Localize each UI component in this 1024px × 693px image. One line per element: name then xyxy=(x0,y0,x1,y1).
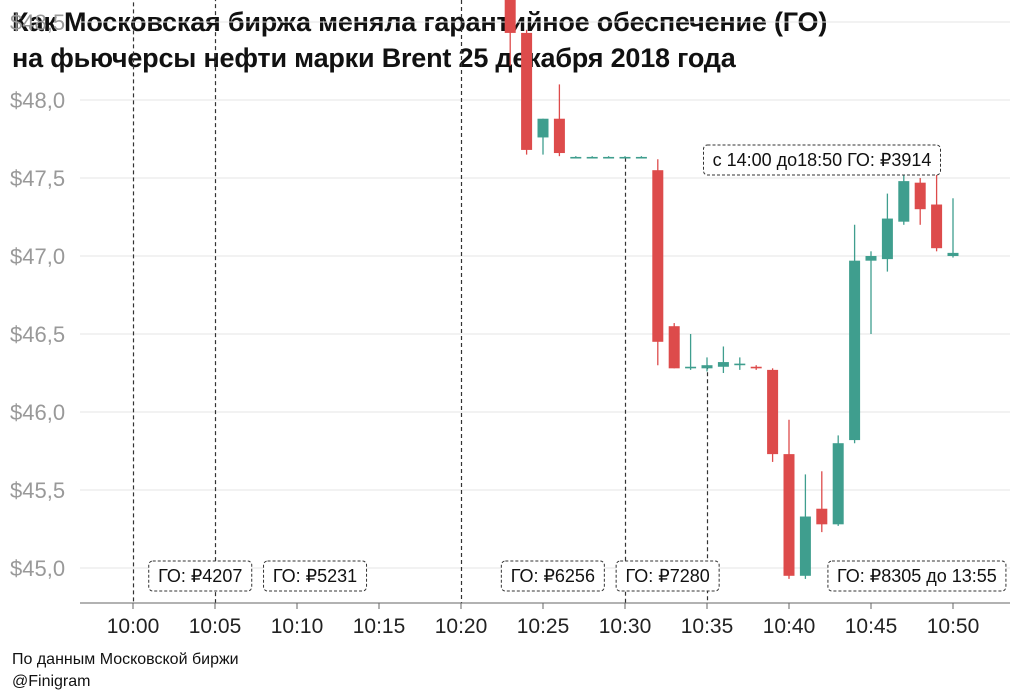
y-tick-label: $48,5 xyxy=(10,10,65,35)
x-tick-label: 10:30 xyxy=(599,615,652,638)
source-note: По данным Московской биржи @Finigram xyxy=(12,649,239,693)
candle xyxy=(603,156,615,159)
margin-label-text: ГО: ₽7280 xyxy=(626,566,710,586)
x-tick-label: 10:45 xyxy=(845,615,898,638)
top-note-label-text: с 14:00 до18:50 ГО: ₽3914 xyxy=(713,150,932,170)
candle-body xyxy=(865,256,877,261)
candle-body xyxy=(504,0,516,33)
candle-body xyxy=(799,516,811,576)
candles xyxy=(504,0,959,579)
x-tick-label: 10:10 xyxy=(271,615,324,638)
candle xyxy=(586,156,598,159)
title-line-2: на фьючерсы нефти марки Brent 25 декабря… xyxy=(12,43,736,73)
x-tick-label: 10:40 xyxy=(763,615,816,638)
margin-label-box xyxy=(615,560,720,592)
margin-label-box xyxy=(827,560,1007,592)
x-axis: 10:00 10:05 10:10 10:15 10:20 10:25 10:30 10:35… xyxy=(107,603,980,638)
candle xyxy=(553,84,565,157)
x-tick-label: 10:00 xyxy=(107,615,160,638)
candle-body xyxy=(898,181,910,222)
candle-body xyxy=(832,443,844,525)
candle-body xyxy=(652,170,664,342)
candle xyxy=(734,357,746,370)
candle xyxy=(635,156,647,159)
y-tick-label: $45,5 xyxy=(10,478,65,503)
candle-body xyxy=(767,369,779,455)
margin-label-text: ГО: ₽4207 xyxy=(158,566,242,586)
candle xyxy=(865,251,877,334)
margin-label-text: ГО: ₽6256 xyxy=(511,566,595,586)
y-tick-label: $46,0 xyxy=(10,400,65,425)
margin-annotations: ГО: ₽4207 ГО: ₽5231 ГО: ₽6256 ГО: ₽7280 ГО: … xyxy=(148,560,1007,592)
candle xyxy=(881,193,893,272)
margin-change-markers xyxy=(132,0,709,603)
top-note-label-box xyxy=(703,144,941,176)
x-tick-label: 10:35 xyxy=(681,615,734,638)
top-note: с 14:00 до18:50 ГО: ₽3914 xyxy=(703,144,941,176)
candle xyxy=(652,159,664,366)
y-axis: $45,0 $45,5 $46,0 $46,5 $47,0 $47,5 $48,0 $48,5… xyxy=(10,10,65,581)
candle-body xyxy=(537,118,549,138)
margin-label-box xyxy=(500,560,605,592)
y-tick-label: $45,0 xyxy=(10,556,65,581)
y-tick-label: $47,5 xyxy=(10,166,65,191)
candle xyxy=(717,346,729,373)
author-line: @Finigram xyxy=(12,673,91,690)
candle xyxy=(832,435,844,526)
candle xyxy=(931,162,943,252)
candle xyxy=(816,471,828,533)
candle-body xyxy=(947,252,959,256)
top-note-label: с 14:00 до18:50 ГО: ₽3914 xyxy=(703,144,941,176)
candle-body xyxy=(701,365,713,369)
candle-body xyxy=(914,182,926,210)
candle xyxy=(521,29,533,155)
x-tick-label: 10:05 xyxy=(189,615,242,638)
candle xyxy=(783,419,795,579)
candle xyxy=(619,156,631,159)
margin-label-box xyxy=(148,560,253,592)
candle xyxy=(767,368,779,462)
y-tick-label: $48,0 xyxy=(10,88,65,113)
candle xyxy=(799,474,811,579)
candle-body xyxy=(881,218,893,260)
margin-label: ГО: ₽6256 xyxy=(500,560,605,592)
candle-body xyxy=(816,508,828,525)
margin-label-text: ГО: ₽5231 xyxy=(273,566,357,586)
candle-body xyxy=(553,118,565,154)
candle xyxy=(537,118,549,155)
candle xyxy=(750,365,762,370)
x-tick-label: 10:25 xyxy=(517,615,570,638)
margin-label: ГО: ₽8305 до 13:55 xyxy=(827,560,1007,592)
x-tick-label: 10:20 xyxy=(435,615,488,638)
candle xyxy=(570,156,582,159)
candle xyxy=(685,334,697,370)
candle xyxy=(701,357,713,372)
candle-body xyxy=(849,260,861,441)
candle xyxy=(947,198,959,258)
x-tick-label: 10:50 xyxy=(927,615,980,638)
margin-label: ГО: ₽5231 xyxy=(263,560,368,592)
candle-body xyxy=(783,454,795,576)
candle-body xyxy=(931,204,943,249)
candle-body xyxy=(521,32,533,150)
margin-label: ГО: ₽7280 xyxy=(615,560,720,592)
candle xyxy=(849,224,861,444)
candle xyxy=(504,0,516,66)
candle xyxy=(914,178,926,225)
x-tick-label: 10:15 xyxy=(353,615,406,638)
y-tick-label: $47,0 xyxy=(10,244,65,269)
source-line: По данным Московской биржи xyxy=(12,651,239,668)
margin-label-box xyxy=(263,560,368,592)
margin-label: ГО: ₽4207 xyxy=(148,560,253,592)
y-tick-label: $46,5 xyxy=(10,322,65,347)
candle-body xyxy=(668,326,680,369)
candle xyxy=(668,323,680,369)
candle-body xyxy=(717,362,729,367)
margin-label-text: ГО: ₽8305 до 13:55 xyxy=(837,566,997,586)
